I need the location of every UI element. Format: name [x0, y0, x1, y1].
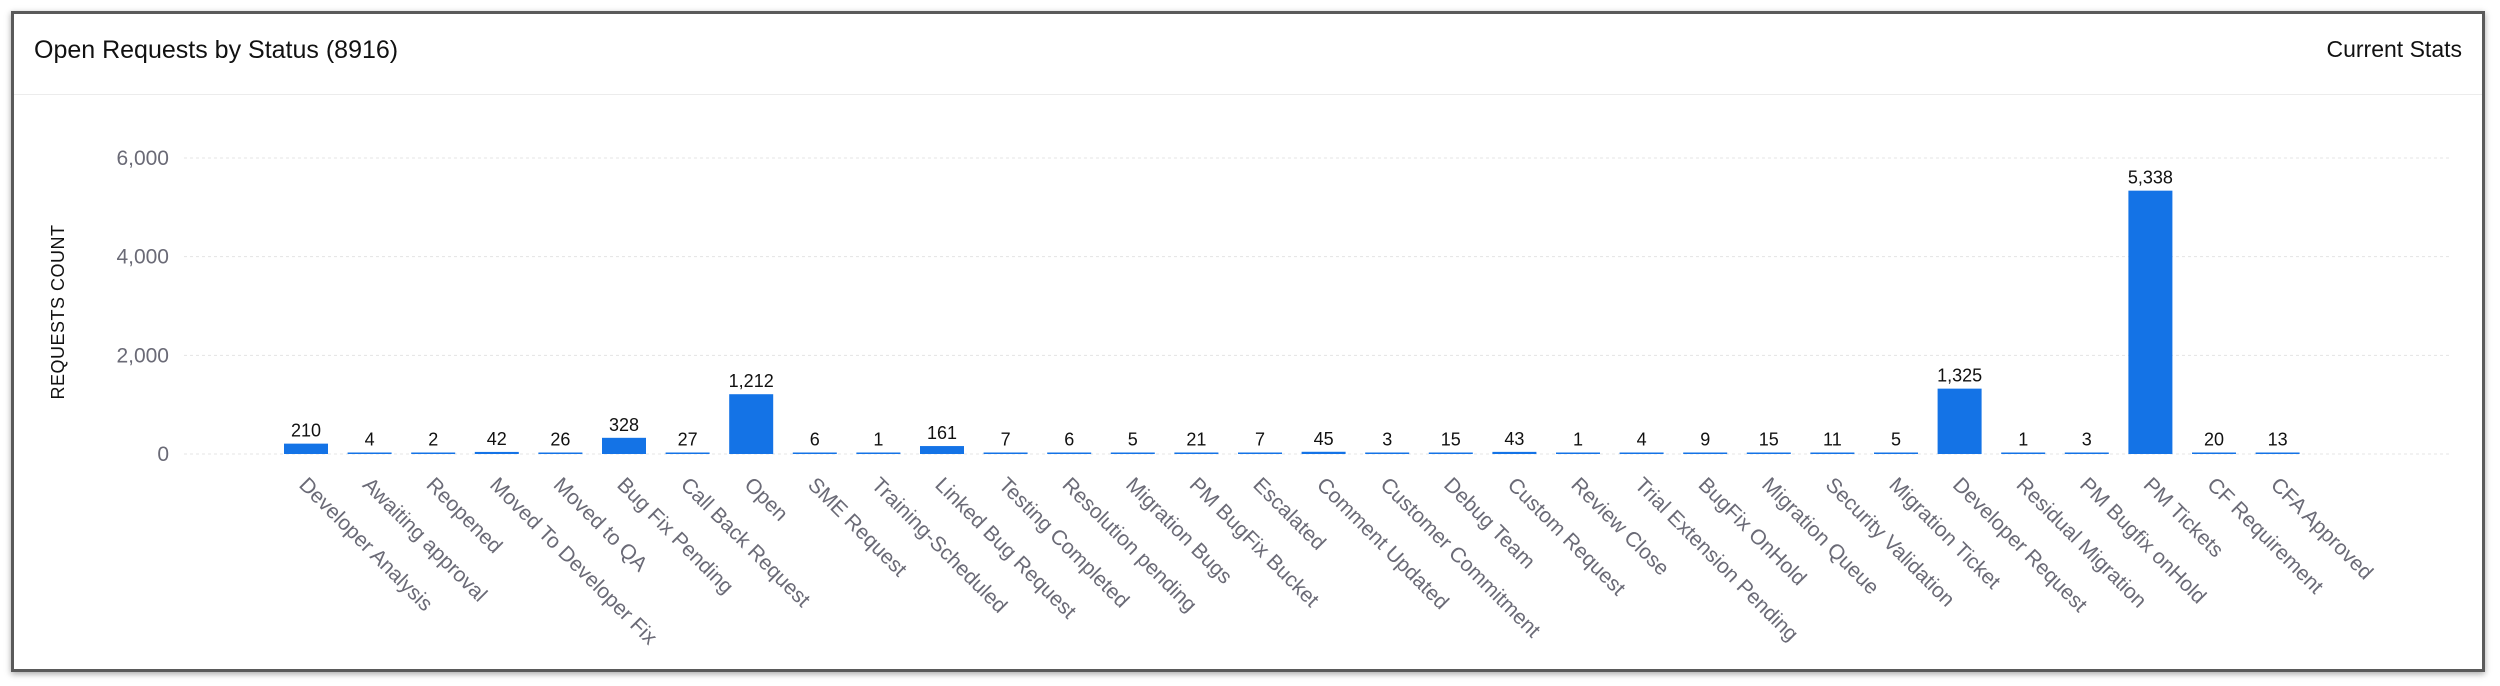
data-label: 13 — [2268, 430, 2288, 450]
bar[interactable] — [538, 452, 583, 455]
bar[interactable] — [856, 452, 901, 455]
data-label: 21 — [1186, 430, 1206, 450]
x-tick-label: Bug Fix Pending — [612, 473, 737, 598]
data-label: 1 — [873, 430, 883, 450]
x-tick-label: BugFix OnHold — [1694, 473, 1811, 590]
y-tick-label: 6,000 — [116, 147, 169, 170]
x-tick-label: Custom Request — [1503, 473, 1630, 600]
data-label: 161 — [927, 423, 957, 443]
data-label: 20 — [2204, 430, 2224, 450]
bar[interactable] — [2001, 452, 2046, 455]
bar[interactable] — [284, 443, 328, 454]
data-label: 4 — [365, 430, 375, 450]
bar[interactable] — [602, 437, 646, 454]
bar[interactable] — [1746, 452, 1791, 455]
bar[interactable] — [1174, 452, 1219, 455]
data-label: 6 — [810, 430, 820, 450]
chart-panel: Open Requests by Status (8916) Current S… — [11, 11, 2485, 672]
data-label: 1,325 — [1937, 366, 1982, 386]
x-tick-label: Open — [740, 473, 793, 526]
bar[interactable] — [2192, 452, 2236, 455]
data-label: 26 — [550, 430, 570, 450]
chart-title: Open Requests by Status (8916) — [34, 36, 399, 64]
data-label: 7 — [1255, 430, 1265, 450]
y-axis-label: REQUESTS COUNT — [48, 224, 68, 399]
bar[interactable] — [2064, 452, 2109, 455]
bar[interactable] — [1874, 452, 1918, 455]
bar[interactable] — [1365, 452, 1410, 455]
data-label: 15 — [1441, 430, 1461, 450]
bar[interactable] — [2255, 452, 2300, 455]
data-label: 3 — [1382, 430, 1392, 450]
data-label: 5 — [1128, 430, 1138, 450]
bar[interactable] — [1619, 452, 1664, 455]
y-axis-ticks: 0 2,000 4,000 6,000 — [116, 147, 169, 466]
data-label: 27 — [678, 430, 698, 450]
data-label: 5 — [1891, 430, 1901, 450]
bar[interactable] — [1683, 452, 1728, 455]
data-label: 4 — [1637, 430, 1647, 450]
data-label: 1 — [2018, 430, 2028, 450]
chart-header: Open Requests by Status (8916) Current S… — [14, 14, 2482, 95]
data-label: 5,338 — [2128, 168, 2173, 188]
data-label: 42 — [487, 429, 507, 449]
x-tick-label: CF Requirement — [2202, 473, 2327, 598]
bar[interactable] — [1047, 452, 1092, 455]
bar[interactable] — [983, 452, 1028, 455]
bar[interactable] — [920, 446, 964, 454]
bar[interactable] — [1110, 452, 1155, 455]
current-stats-label[interactable]: Current Stats — [2326, 36, 2463, 62]
bar[interactable] — [1238, 452, 1282, 455]
bars — [284, 190, 2300, 455]
data-label: 7 — [1001, 430, 1011, 450]
data-label: 2 — [428, 430, 438, 450]
bar[interactable] — [411, 452, 456, 455]
data-label: 210 — [291, 421, 321, 441]
data-label: 11 — [1823, 430, 1842, 450]
data-label: 43 — [1504, 429, 1524, 449]
grid-lines — [184, 157, 2449, 455]
data-label: 1 — [1573, 430, 1583, 450]
data-label: 328 — [609, 415, 639, 435]
y-tick-label: 4,000 — [116, 246, 169, 269]
bar[interactable] — [347, 452, 392, 455]
data-label: 9 — [1700, 430, 1710, 450]
data-label: 15 — [1759, 430, 1779, 450]
data-label: 6 — [1064, 430, 1074, 450]
y-tick-label: 2,000 — [116, 344, 169, 367]
bar[interactable] — [474, 451, 519, 454]
bar[interactable] — [1492, 451, 1537, 454]
bar[interactable] — [1428, 452, 1473, 455]
data-label: 3 — [2082, 430, 2092, 450]
data-label: 1,212 — [729, 371, 774, 391]
y-tick-label: 0 — [157, 443, 169, 466]
x-tick-label: Migration Queue — [1757, 473, 1883, 599]
x-tick-label: Migration Ticket — [1884, 473, 2004, 593]
bar[interactable] — [729, 394, 774, 454]
bar[interactable] — [1556, 452, 1600, 455]
data-label: 45 — [1314, 429, 1334, 449]
bar[interactable] — [2128, 190, 2173, 454]
bar[interactable] — [665, 452, 710, 455]
bar[interactable] — [1810, 452, 1855, 455]
bar[interactable] — [1301, 451, 1346, 454]
bar[interactable] — [792, 452, 837, 455]
bar[interactable] — [1937, 388, 1982, 454]
